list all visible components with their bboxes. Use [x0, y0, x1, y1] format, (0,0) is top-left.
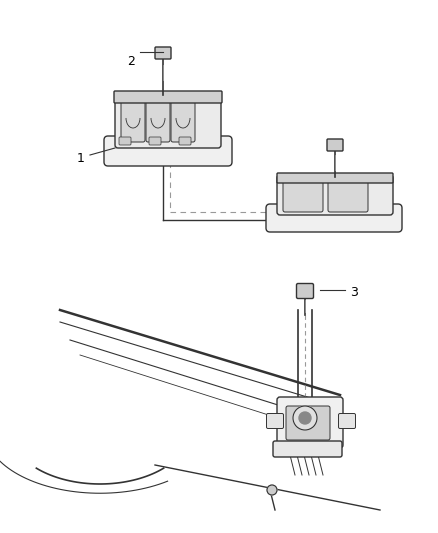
FancyBboxPatch shape: [327, 139, 343, 151]
Circle shape: [293, 406, 317, 430]
FancyBboxPatch shape: [339, 414, 356, 429]
FancyBboxPatch shape: [146, 98, 170, 142]
FancyBboxPatch shape: [277, 175, 393, 215]
FancyBboxPatch shape: [149, 137, 161, 145]
FancyBboxPatch shape: [114, 91, 222, 103]
FancyBboxPatch shape: [179, 137, 191, 145]
Text: 3: 3: [350, 287, 358, 300]
FancyBboxPatch shape: [277, 397, 343, 448]
Text: 1: 1: [77, 151, 85, 165]
FancyBboxPatch shape: [119, 137, 131, 145]
FancyBboxPatch shape: [104, 136, 232, 166]
Circle shape: [299, 412, 311, 424]
FancyBboxPatch shape: [121, 98, 145, 142]
FancyBboxPatch shape: [277, 173, 393, 183]
FancyBboxPatch shape: [266, 414, 283, 429]
FancyBboxPatch shape: [266, 204, 402, 232]
FancyBboxPatch shape: [286, 406, 330, 440]
FancyBboxPatch shape: [297, 284, 314, 298]
FancyBboxPatch shape: [273, 441, 342, 457]
FancyBboxPatch shape: [283, 180, 323, 212]
FancyBboxPatch shape: [115, 92, 221, 148]
FancyBboxPatch shape: [328, 180, 368, 212]
FancyBboxPatch shape: [171, 98, 195, 142]
Text: 2: 2: [127, 55, 135, 68]
FancyBboxPatch shape: [155, 47, 171, 59]
Circle shape: [267, 485, 277, 495]
